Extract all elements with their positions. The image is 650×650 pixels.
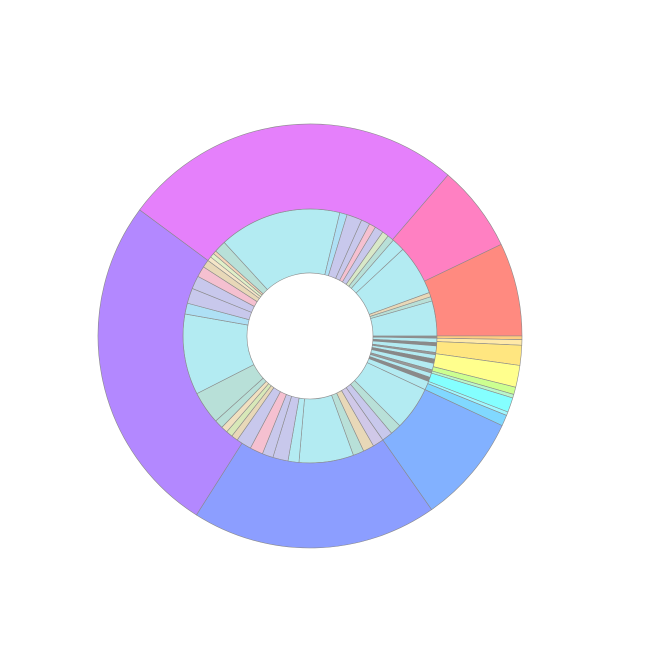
sunburst-segment — [97, 209, 243, 516]
sunburst-segment — [139, 123, 449, 261]
sunburst-segment — [196, 439, 432, 549]
